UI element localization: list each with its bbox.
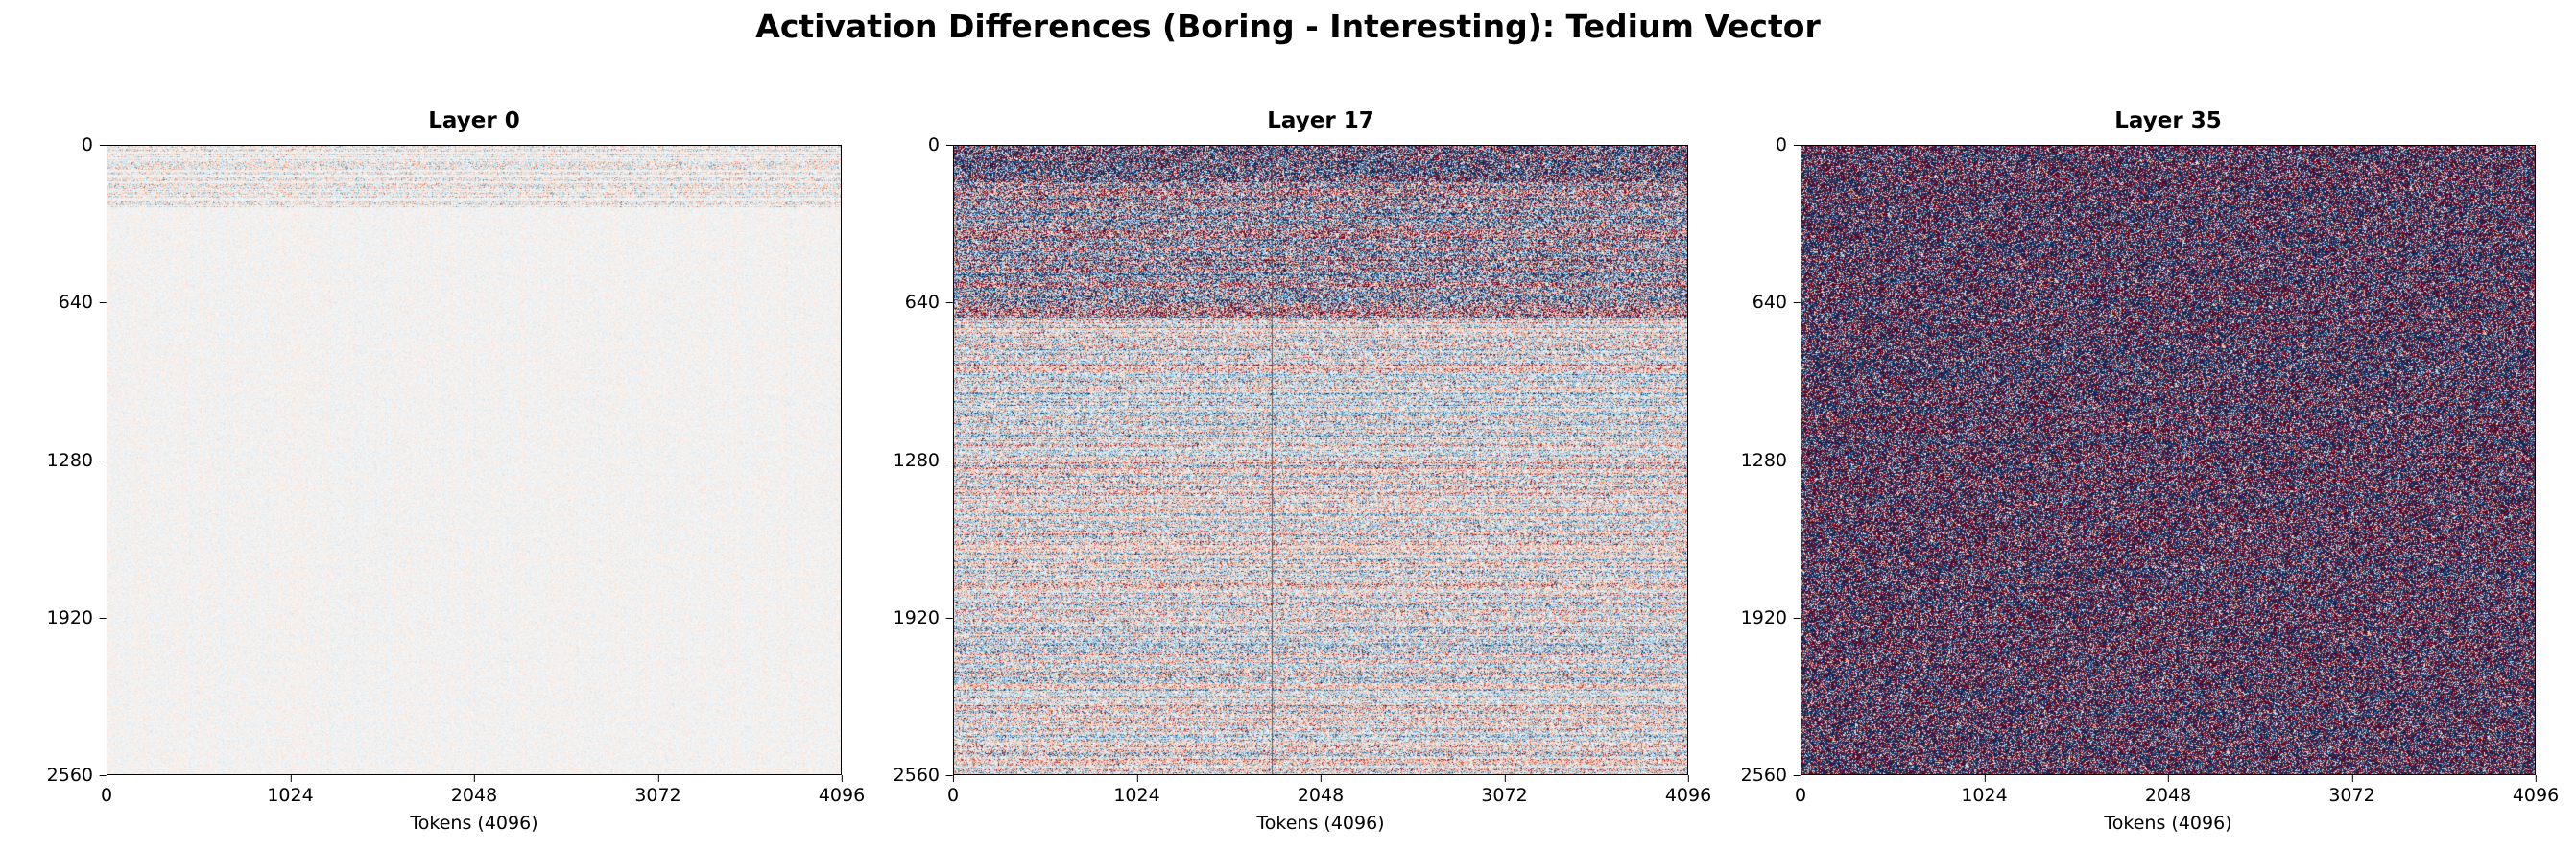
x-tick-label: 0 bbox=[946, 775, 960, 806]
axes-frame bbox=[953, 145, 1688, 775]
y-tick-label: 1920 bbox=[893, 606, 954, 628]
y-tick-label: 640 bbox=[1752, 292, 1801, 314]
panel-title: Layer 0 bbox=[428, 108, 520, 133]
heatmap-panel-0: Layer 0 0 640 1280 1920 2560 0 1024 2048 3072 409… bbox=[0, 108, 865, 834]
x-tick-label: 4096 bbox=[2512, 775, 2560, 806]
heatmap-panel-1: Layer 17 0 640 1280 1920 2560 0 1024 2048 3072 40… bbox=[894, 108, 1712, 834]
x-axis-label: Tokens (4096) bbox=[2104, 813, 2232, 834]
x-axis-label: Tokens (4096) bbox=[410, 813, 538, 834]
x-tick-label: 1024 bbox=[267, 775, 314, 806]
y-tick-label: 0 bbox=[1775, 134, 1801, 155]
y-tick-label: 0 bbox=[927, 134, 954, 155]
x-tick-label: 2048 bbox=[2144, 775, 2192, 806]
x-tick-label: 2048 bbox=[1297, 775, 1345, 806]
y-tick-label: 1920 bbox=[1740, 606, 1801, 628]
y-tick-label: 1280 bbox=[46, 449, 107, 471]
x-tick-label: 0 bbox=[1794, 775, 1807, 806]
heatmap-image bbox=[1801, 145, 2536, 775]
y-tick-label: 2560 bbox=[46, 765, 107, 786]
y-axis-label: Features (2560) bbox=[0, 387, 2, 532]
y-tick-label: 640 bbox=[58, 292, 107, 314]
x-tick-label: 3072 bbox=[1481, 775, 1528, 806]
x-tick-label: 4096 bbox=[818, 775, 866, 806]
x-axis-label: Tokens (4096) bbox=[1256, 813, 1385, 834]
y-tick-label: 1920 bbox=[46, 606, 107, 628]
y-tick-label: 1280 bbox=[893, 449, 954, 471]
x-tick-label: 4096 bbox=[1664, 775, 1712, 806]
y-tick-label: 0 bbox=[81, 134, 107, 155]
axes-frame bbox=[1801, 145, 2536, 775]
panel-title: Layer 17 bbox=[1267, 108, 1374, 133]
heatmap-image bbox=[107, 145, 842, 775]
x-tick-label: 2048 bbox=[450, 775, 498, 806]
x-tick-label: 0 bbox=[100, 775, 113, 806]
x-tick-label: 1024 bbox=[1961, 775, 2008, 806]
heatmap-panel-2: Layer 35 0 640 1280 1920 2560 0 1024 2048 3072 40… bbox=[1741, 108, 2560, 834]
y-tick-label: 1280 bbox=[1740, 449, 1801, 471]
y-tick-label: 2560 bbox=[1740, 765, 1801, 786]
axes-frame bbox=[107, 145, 842, 775]
x-tick-label: 1024 bbox=[1113, 775, 1160, 806]
heatmap-image bbox=[953, 145, 1688, 775]
x-tick-label: 3072 bbox=[2328, 775, 2375, 806]
panel-title: Layer 35 bbox=[2114, 108, 2222, 133]
x-tick-label: 3072 bbox=[634, 775, 681, 806]
figure-title: Activation Differences (Boring - Interes… bbox=[755, 8, 1821, 45]
y-tick-label: 640 bbox=[904, 292, 954, 314]
y-tick-label: 2560 bbox=[893, 765, 954, 786]
